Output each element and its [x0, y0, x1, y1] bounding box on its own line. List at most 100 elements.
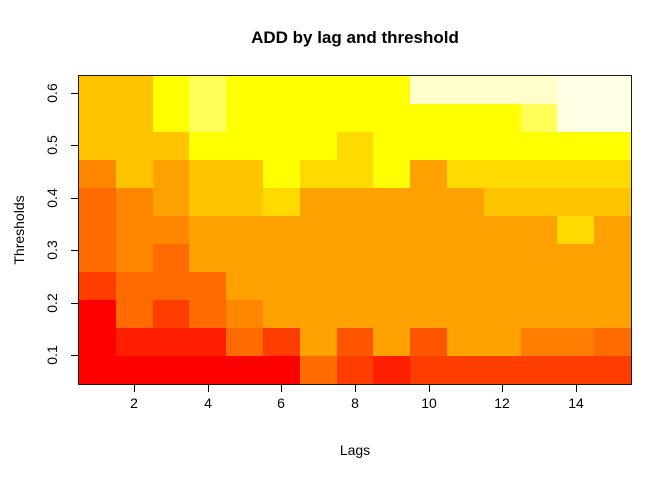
x-tick-label: 4	[204, 395, 212, 411]
heatmap-cell	[116, 160, 153, 188]
y-tick-mark	[71, 198, 78, 199]
heatmap-cell	[263, 300, 300, 328]
heatmap-cell	[263, 356, 300, 384]
heatmap-cell	[300, 356, 337, 384]
heatmap-cell	[79, 216, 116, 244]
heatmap-cell	[153, 272, 189, 300]
heatmap-cell	[484, 244, 521, 272]
heatmap-cell	[226, 76, 263, 104]
heatmap-cell	[189, 76, 226, 104]
heatmap-cell	[189, 272, 226, 300]
x-tick-mark	[134, 385, 135, 392]
heatmap-cell	[521, 160, 557, 188]
heatmap-cell	[594, 328, 631, 356]
heatmap-cell	[337, 244, 373, 272]
heatmap-cell	[79, 132, 116, 160]
heatmap-cell	[189, 356, 226, 384]
heatmap-cell	[484, 272, 521, 300]
heatmap-cell	[484, 76, 521, 104]
heatmap-cell	[557, 132, 594, 160]
heatmap-cell	[300, 104, 337, 132]
heatmap-cell	[226, 300, 263, 328]
heatmap-cell	[116, 328, 153, 356]
heatmap-cell	[410, 300, 447, 328]
heatmap-plot-area	[78, 75, 632, 385]
heatmap-cell	[373, 300, 410, 328]
x-tick-label: 6	[277, 395, 285, 411]
y-tick-label: 0.6	[44, 83, 60, 103]
heatmap-cell	[373, 216, 410, 244]
heatmap-cell	[484, 160, 521, 188]
heatmap-cell	[153, 328, 189, 356]
heatmap-cell	[300, 216, 337, 244]
heatmap-cell	[263, 160, 300, 188]
heatmap-cell	[79, 76, 116, 104]
heatmap-cell	[594, 160, 631, 188]
heatmap-cell	[410, 356, 447, 384]
heatmap-cell	[116, 76, 153, 104]
heatmap-cell	[153, 244, 189, 272]
heatmap-cell	[337, 272, 373, 300]
heatmap-cell	[337, 188, 373, 216]
heatmap-cell	[300, 76, 337, 104]
heatmap-cell	[410, 244, 447, 272]
heatmap-cell	[373, 188, 410, 216]
heatmap-cell	[521, 328, 557, 356]
heatmap-cell	[410, 160, 447, 188]
y-tick-label: 0.4	[44, 188, 60, 208]
y-tick-mark	[71, 355, 78, 356]
heatmap-cell	[263, 132, 300, 160]
heatmap-cell	[189, 216, 226, 244]
heatmap-cell	[116, 356, 153, 384]
heatmap-cell	[337, 356, 373, 384]
heatmap-cell	[79, 272, 116, 300]
heatmap-cell	[337, 216, 373, 244]
heatmap-cell	[447, 356, 484, 384]
x-tick-label: 14	[568, 395, 584, 411]
x-tick-mark	[208, 385, 209, 392]
y-tick-mark	[71, 93, 78, 94]
chart-title: ADD by lag and threshold	[251, 28, 459, 47]
heatmap-cell	[79, 300, 116, 328]
heatmap-cell	[189, 188, 226, 216]
heatmap-cell	[447, 244, 484, 272]
heatmap-cell	[557, 244, 594, 272]
heatmap-cell	[226, 160, 263, 188]
heatmap-cell	[116, 300, 153, 328]
heatmap-cell	[447, 272, 484, 300]
y-tick-mark	[71, 250, 78, 251]
heatmap-cell	[557, 328, 594, 356]
x-tick-label: 2	[130, 395, 138, 411]
heatmap-cell	[189, 328, 226, 356]
heatmap-cell	[521, 356, 557, 384]
heatmap-cell	[447, 328, 484, 356]
y-axis-title: Thresholds	[11, 195, 27, 265]
heatmap-cell	[263, 76, 300, 104]
x-axis-title: Lags	[339, 442, 371, 458]
heatmap-cell	[226, 188, 263, 216]
heatmap-cell	[557, 76, 594, 104]
heatmap-cell	[300, 132, 337, 160]
y-tick-mark	[71, 145, 78, 146]
heatmap-cell	[116, 216, 153, 244]
heatmap-cell	[226, 244, 263, 272]
heatmap-cell	[594, 188, 631, 216]
heatmap-cell	[300, 188, 337, 216]
heatmap-cell	[116, 104, 153, 132]
heatmap-cell	[521, 104, 557, 132]
heatmap-cell	[373, 132, 410, 160]
heatmap-cell	[337, 132, 373, 160]
heatmap-cell	[521, 272, 557, 300]
heatmap-cell	[153, 356, 189, 384]
heatmap-cell	[79, 104, 116, 132]
heatmap-cell	[447, 216, 484, 244]
heatmap-cell	[189, 300, 226, 328]
heatmap-cell	[594, 76, 631, 104]
heatmap-cell	[226, 216, 263, 244]
heatmap-cell	[116, 132, 153, 160]
heatmap-cell	[410, 132, 447, 160]
heatmap-cell	[79, 188, 116, 216]
y-tick-label: 0.5	[44, 135, 60, 155]
heatmap-cell	[79, 356, 116, 384]
heatmap-cell-grid	[79, 76, 631, 384]
